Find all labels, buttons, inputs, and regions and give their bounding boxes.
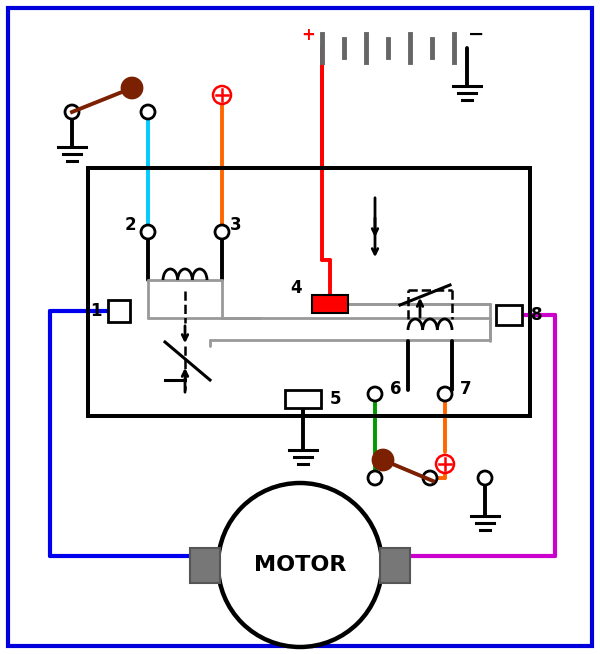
Circle shape xyxy=(122,78,142,98)
Text: MOTOR: MOTOR xyxy=(254,555,346,575)
Bar xyxy=(108,300,130,322)
Text: +: + xyxy=(301,26,315,44)
Circle shape xyxy=(423,471,437,485)
Bar xyxy=(285,390,321,408)
Text: 8: 8 xyxy=(531,306,542,324)
Circle shape xyxy=(213,86,231,104)
Bar xyxy=(88,168,530,416)
Text: 1: 1 xyxy=(90,302,102,320)
Circle shape xyxy=(368,387,382,401)
Bar xyxy=(312,295,348,313)
Circle shape xyxy=(141,225,155,239)
Text: 3: 3 xyxy=(230,216,242,234)
Text: 7: 7 xyxy=(460,380,472,398)
Text: 2: 2 xyxy=(124,216,136,234)
Bar xyxy=(88,168,530,416)
Text: 6: 6 xyxy=(390,380,401,398)
Circle shape xyxy=(141,105,155,119)
Bar xyxy=(496,305,522,325)
Bar xyxy=(380,548,410,583)
Circle shape xyxy=(436,455,454,473)
Circle shape xyxy=(215,225,229,239)
Circle shape xyxy=(65,105,79,119)
Circle shape xyxy=(438,387,452,401)
Bar xyxy=(190,548,220,583)
Circle shape xyxy=(218,483,382,647)
Circle shape xyxy=(373,450,393,470)
Circle shape xyxy=(368,471,382,485)
Text: 5: 5 xyxy=(330,390,341,408)
Circle shape xyxy=(478,471,492,485)
Text: −: − xyxy=(468,25,484,44)
Text: 4: 4 xyxy=(290,279,302,297)
